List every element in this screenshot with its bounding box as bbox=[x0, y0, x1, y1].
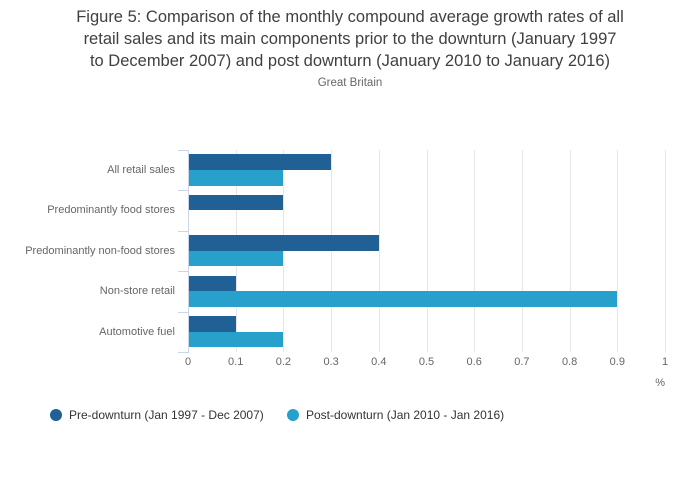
bar-post-downturn bbox=[188, 291, 618, 307]
value-axis-tick-label: 0.4 bbox=[371, 356, 387, 368]
bar-pre-downturn bbox=[188, 194, 284, 211]
category-axis-line bbox=[188, 150, 189, 353]
gridline bbox=[331, 150, 333, 352]
category-axis-tick bbox=[178, 230, 188, 232]
bar-pre-downturn bbox=[188, 154, 332, 170]
category-label: All retail sales bbox=[107, 164, 175, 176]
value-axis-tick-label: 0.1 bbox=[228, 356, 244, 368]
value-axis-tick-label: 0.6 bbox=[466, 356, 482, 368]
value-axis-tick-label: 0 bbox=[184, 356, 192, 368]
legend-marker-post-downturn-icon bbox=[287, 409, 299, 421]
gridline bbox=[283, 150, 285, 352]
bar-post-downturn bbox=[188, 170, 284, 186]
value-axis-tick-label: 1 bbox=[661, 356, 669, 368]
value-axis-tick-label: 0.7 bbox=[514, 356, 530, 368]
value-axis-tick-label: 0.2 bbox=[275, 356, 292, 368]
bar-pre-downturn bbox=[188, 275, 236, 292]
chart-title-line-1: Figure 5: Comparison of the monthly comp… bbox=[76, 8, 624, 26]
value-axis-tick-label: 0.3 bbox=[323, 356, 339, 368]
legend-item-pre-downturn[interactable]: Pre-downturn (Jan 1997 - Dec 2007) bbox=[50, 406, 264, 424]
gridline bbox=[474, 150, 476, 352]
gridline bbox=[378, 150, 380, 352]
category-axis-tick bbox=[178, 190, 188, 192]
bar-post-downturn bbox=[188, 250, 284, 267]
legend-marker-pre-downturn-icon bbox=[50, 409, 62, 421]
category-label: Non-store retail bbox=[99, 285, 175, 298]
category-axis-tick bbox=[178, 271, 188, 273]
plot-area bbox=[188, 150, 666, 352]
bar-post-downturn bbox=[188, 331, 284, 348]
chart-title: Figure 5: Comparison of the monthly comp… bbox=[0, 6, 700, 72]
value-axis-tick-label: 0.5 bbox=[418, 356, 435, 368]
category-label: Predominantly non-food stores bbox=[25, 244, 175, 257]
value-axis-tick-label: 0.8 bbox=[561, 356, 578, 368]
value-axis-title: % bbox=[655, 377, 665, 389]
gridline bbox=[665, 150, 666, 352]
bar-pre-downturn bbox=[188, 316, 236, 332]
category-label: Predominantly food stores bbox=[47, 204, 175, 217]
category-axis-tick bbox=[178, 352, 188, 353]
chart-title-line-3: to December 2007) and post downturn (Jan… bbox=[89, 52, 611, 70]
gridline bbox=[617, 150, 619, 352]
category-axis-tick bbox=[178, 311, 188, 313]
gridline bbox=[521, 150, 523, 352]
legend-label-pre-downturn: Pre-downturn (Jan 1997 - Dec 2007) bbox=[69, 408, 264, 422]
gridline bbox=[426, 150, 428, 352]
value-axis-tick-label: 0.9 bbox=[609, 356, 625, 368]
chart-title-line-2: retail sales and its main components pri… bbox=[83, 30, 617, 48]
bar-pre-downturn bbox=[188, 235, 379, 251]
chart-subtitle: Great Britain bbox=[317, 77, 383, 89]
gridline bbox=[569, 150, 571, 352]
category-label: Automotive fuel bbox=[99, 325, 175, 338]
legend-item-post-downturn[interactable]: Post-downturn (Jan 2010 - Jan 2016) bbox=[287, 406, 504, 424]
category-axis-tick bbox=[178, 150, 188, 151]
legend-label-post-downturn: Post-downturn (Jan 2010 - Jan 2016) bbox=[306, 408, 505, 422]
legend: Pre-downturn (Jan 1997 - Dec 2007) Post-… bbox=[0, 406, 700, 424]
